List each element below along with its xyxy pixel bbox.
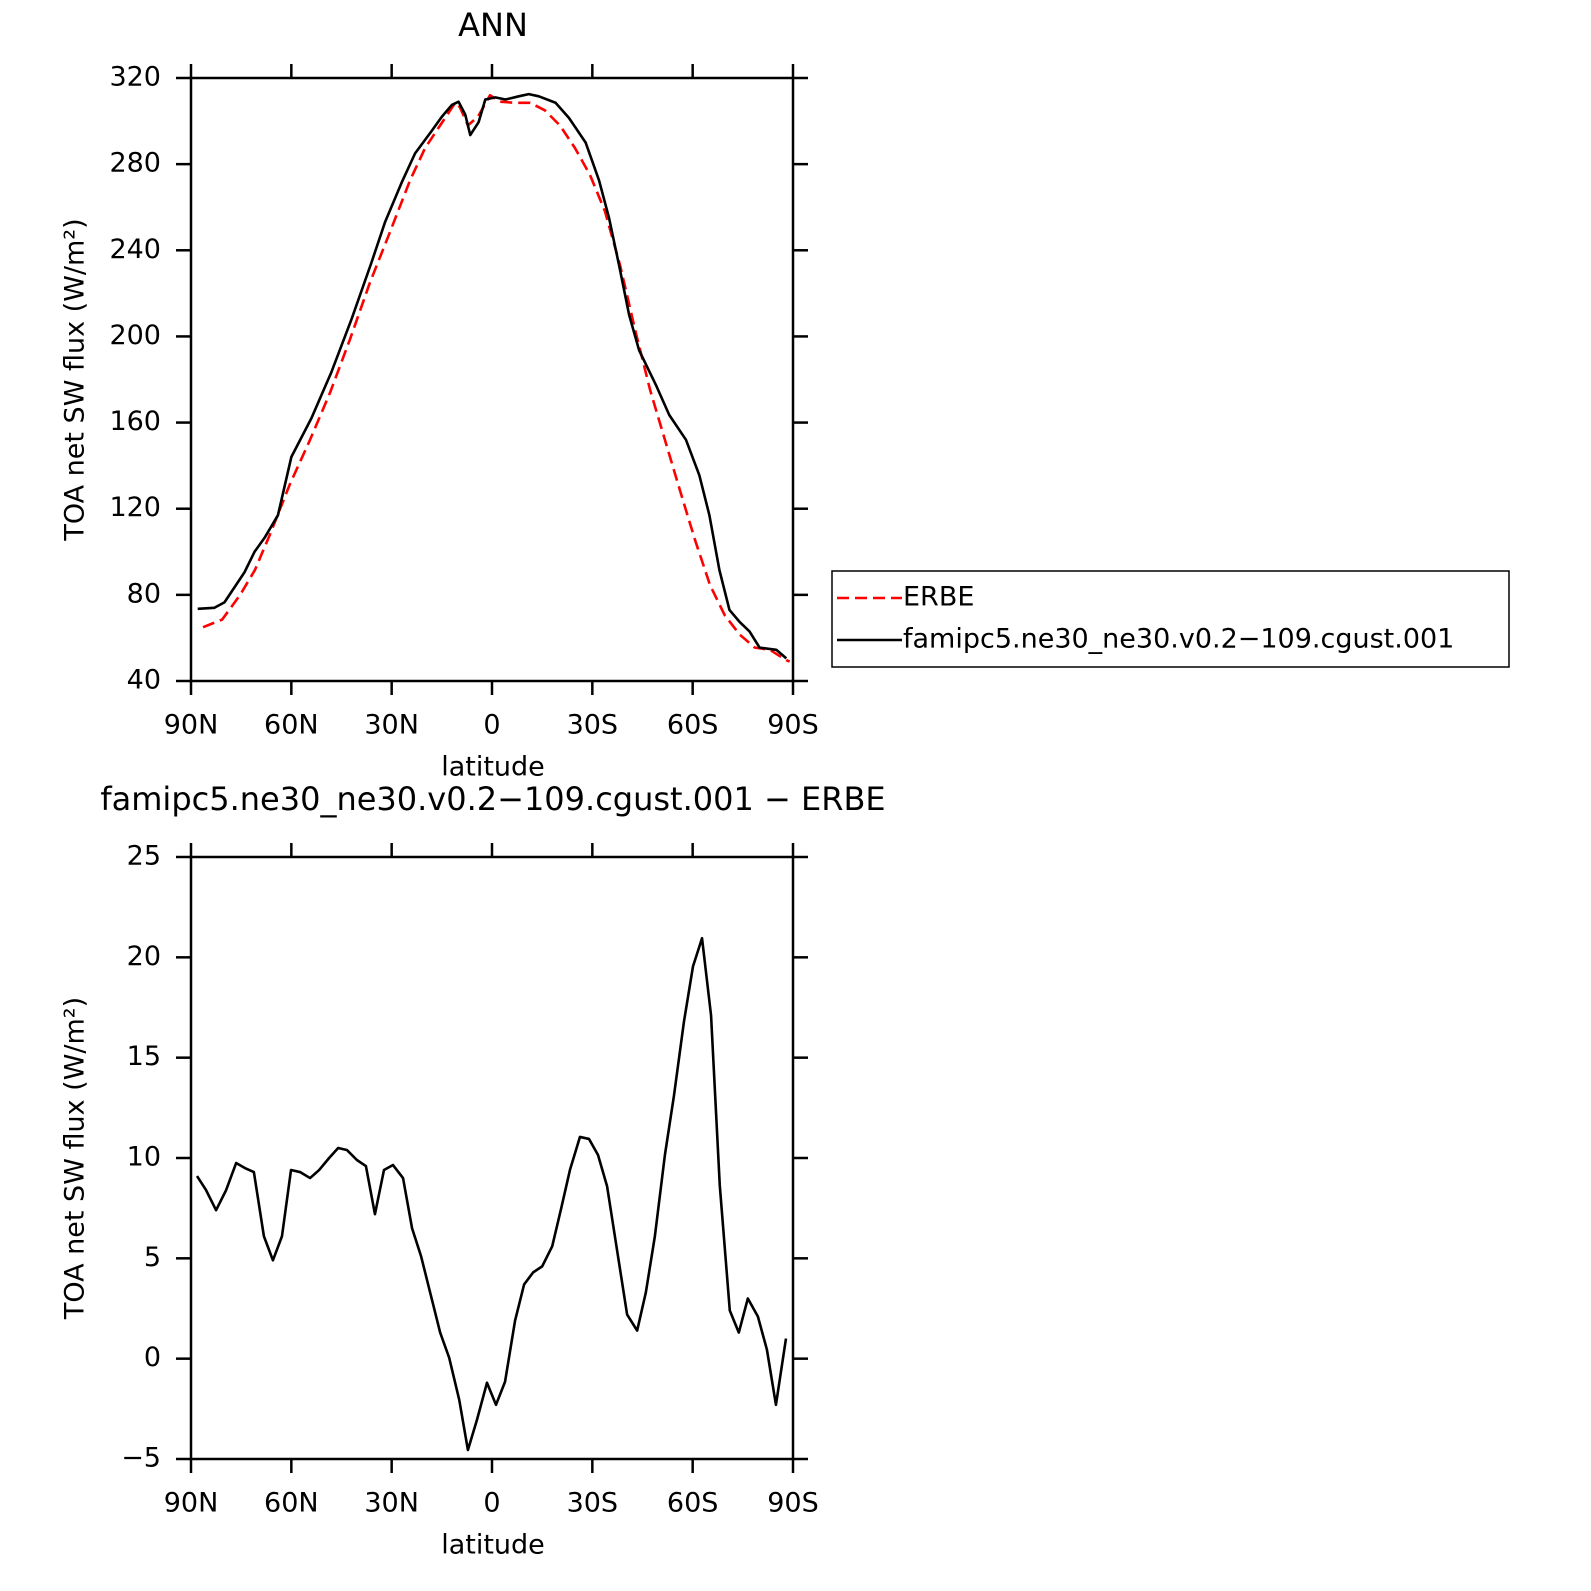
legend-label: famipc5.ne30_ne30.v0.2−109.cgust.001	[903, 624, 1454, 655]
y-tick-label: −5	[121, 1443, 161, 1474]
x-tick-label: 0	[483, 710, 500, 741]
plot-frame	[189, 76, 795, 683]
chart-title: famipc5.ne30_ne30.v0.2−109.cgust.001 − E…	[100, 780, 885, 818]
x-tick-label: 90S	[767, 710, 819, 741]
y-tick-label: 15	[127, 1041, 161, 1072]
x-tick-label: 90S	[767, 1488, 819, 1519]
y-tick-label: 320	[109, 62, 161, 93]
legend-box	[831, 570, 1510, 668]
y-tick-label: 280	[109, 148, 161, 179]
series-line	[202, 93, 791, 663]
y-tick-label: 240	[109, 234, 161, 265]
x-tick-label: 60S	[667, 1488, 719, 1519]
y-tick-label: 40	[127, 665, 161, 696]
y-tick-label: 160	[109, 406, 161, 437]
x-tick-label: 60N	[264, 1488, 319, 1519]
y-axis-label: TOA net SW flux (W/m²)	[60, 997, 91, 1320]
y-tick-label: 10	[127, 1142, 161, 1173]
x-tick-label: 30N	[364, 710, 419, 741]
y-tick-label: 80	[127, 578, 161, 609]
x-tick-label: 30N	[364, 1488, 419, 1519]
x-tick-label: 30S	[567, 1488, 619, 1519]
y-tick-label: 25	[127, 841, 161, 872]
y-tick-label: 20	[127, 941, 161, 972]
y-tick-label: 5	[144, 1242, 161, 1273]
x-tick-label: 90N	[164, 1488, 219, 1519]
series-line	[195, 936, 788, 1452]
chart-title: ANN	[458, 6, 528, 44]
x-axis-label: latitude	[441, 1530, 545, 1561]
y-tick-label: 0	[144, 1342, 161, 1373]
y-tick-label: 120	[109, 492, 161, 523]
x-tick-label: 60S	[667, 710, 719, 741]
x-tick-label: 90N	[164, 710, 219, 741]
x-axis-label: latitude	[441, 752, 545, 783]
y-axis-label: TOA net SW flux (W/m²)	[60, 218, 91, 541]
x-tick-label: 30S	[567, 710, 619, 741]
series-line	[197, 92, 788, 660]
y-tick-label: 200	[109, 320, 161, 351]
legend-label: ERBE	[903, 582, 974, 613]
x-tick-label: 0	[483, 1488, 500, 1519]
x-tick-label: 60N	[264, 710, 319, 741]
